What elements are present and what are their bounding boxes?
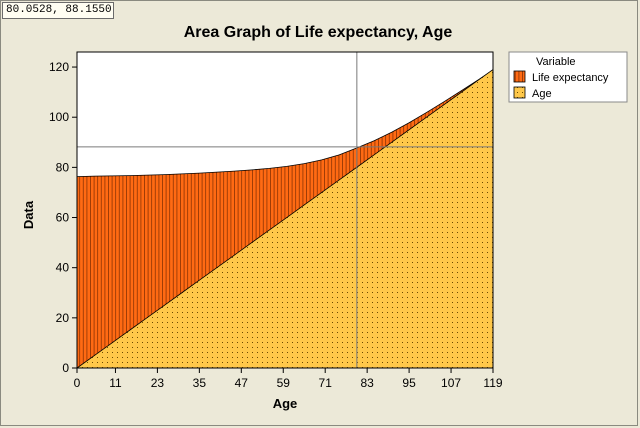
legend-label-life-expectancy: Life expectancy [532, 72, 609, 84]
y-tick-label: 0 [62, 361, 69, 375]
legend-label-age: Age [532, 88, 552, 100]
chart-title: Area Graph of Life expectancy, Age [184, 24, 453, 41]
x-tick-label: 119 [483, 376, 502, 390]
y-tick-label: 60 [56, 211, 70, 225]
x-tick-label: 35 [193, 376, 207, 390]
legend-swatch-life-expectancy [513, 70, 526, 83]
y-tick-label: 100 [49, 110, 69, 124]
y-tick-label: 80 [56, 160, 70, 174]
x-tick-label: 95 [402, 376, 416, 390]
x-tick-label: 83 [360, 376, 374, 390]
area-series-age [75, 68, 494, 369]
y-tick-label: 40 [56, 261, 70, 275]
x-tick-label: 59 [277, 376, 291, 390]
x-tick-label: 11 [109, 376, 122, 390]
y-axis: 0 20 40 60 80 100 120 [49, 60, 77, 375]
x-tick-label: 71 [319, 376, 333, 390]
x-tick-label: 0 [74, 376, 81, 390]
crosshair-layer [77, 52, 493, 368]
y-tick-label: 120 [49, 60, 69, 74]
legend-box [508, 51, 628, 103]
x-tick-label: 47 [235, 376, 249, 390]
legend-title: Variable [536, 56, 576, 68]
y-axis-title: Data [21, 200, 36, 229]
plot-border [76, 51, 494, 369]
coordinate-readout: 80.0528, 88.1550 [2, 2, 114, 19]
x-tick-label: 23 [151, 376, 165, 390]
x-tick-label: 107 [441, 376, 461, 390]
y-tick-label: 20 [56, 311, 70, 325]
x-axis-title: Age [273, 396, 298, 411]
series-layer [75, 68, 494, 369]
legend: Variable Life expectancy Age [508, 51, 628, 103]
x-axis: 0 11 23 35 47 59 71 83 95 107 119 [74, 368, 503, 390]
legend-swatch-age [513, 86, 526, 99]
